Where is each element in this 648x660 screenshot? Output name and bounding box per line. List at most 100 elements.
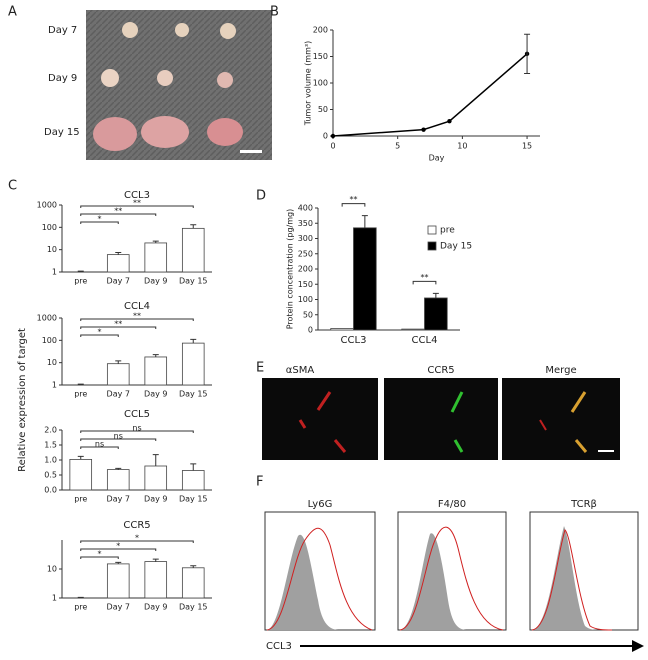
y-tick-label: 1	[52, 381, 57, 390]
stained-histogram	[399, 526, 504, 631]
significance-label: *	[98, 550, 102, 559]
marker	[447, 118, 452, 124]
y-tick-label: 150	[313, 52, 328, 61]
y-tick-label: 1.0	[44, 456, 57, 465]
y-tick-label: 150	[298, 280, 313, 289]
bar	[144, 242, 168, 273]
y-tick-label: 1	[52, 594, 57, 603]
bar	[106, 563, 130, 599]
y-tick-label: 0	[308, 326, 313, 335]
tumor	[122, 22, 138, 38]
control-histogram	[267, 534, 340, 630]
chart-title: CCR5	[123, 520, 150, 531]
significance-label: **	[350, 195, 358, 204]
error-bar	[432, 292, 439, 298]
panel-letter: E	[256, 361, 264, 376]
stained-histogram	[531, 529, 613, 631]
stained-histogram	[266, 527, 373, 631]
bar	[181, 342, 205, 386]
error-bar	[115, 360, 122, 364]
bar	[106, 469, 130, 491]
error-bar	[115, 251, 122, 255]
significance-label: **	[133, 312, 141, 321]
marker	[421, 127, 426, 132]
significance-bracket	[80, 221, 119, 224]
significance-bracket	[80, 213, 157, 216]
panel-letter: D	[256, 189, 266, 204]
significance-label: *	[135, 534, 139, 543]
x-tick-label: CCL4	[412, 335, 438, 346]
significance-bracket	[80, 438, 157, 441]
control-histogram	[532, 526, 600, 630]
x-axis-label: CCL3	[266, 641, 292, 652]
legend-label: pre	[440, 226, 455, 236]
y-tick-label: 2.0	[44, 426, 57, 435]
bar	[181, 470, 205, 491]
y-tick-label: 50	[318, 105, 328, 114]
y-tick-label: 1.5	[44, 441, 57, 450]
y-tick-label: 200	[313, 26, 328, 35]
error-bar	[115, 561, 122, 564]
legend-swatch	[427, 225, 437, 235]
row-label: Day 15	[44, 127, 80, 138]
x-tick-label: Day 7	[107, 603, 130, 612]
y-axis-label: Tumor volume (mm³)	[304, 41, 313, 126]
y-tick-label: 1	[52, 268, 57, 277]
bar	[144, 465, 168, 491]
panel-letter: F	[256, 475, 263, 490]
plot-label: F4/80	[438, 499, 466, 510]
chart-title: CCL4	[124, 301, 150, 312]
plot-label: TCRβ	[570, 499, 597, 510]
legend-label: Day 15	[440, 242, 472, 252]
y-tick-label: 100	[313, 79, 328, 88]
tumor	[207, 118, 243, 146]
x-tick-label: 5	[395, 142, 400, 151]
legend-swatch	[427, 241, 437, 251]
bar	[424, 297, 448, 331]
bar	[330, 328, 354, 331]
stain	[298, 391, 347, 453]
significance-label: *	[98, 328, 102, 337]
y-tick-label: 300	[298, 234, 313, 243]
error-bar	[152, 454, 159, 466]
tumor	[157, 70, 173, 86]
line	[332, 53, 528, 137]
y-tick-label: 400	[298, 204, 313, 213]
significance-label: **	[114, 207, 122, 216]
plot-label: Ly6G	[308, 499, 333, 510]
error-bar	[152, 558, 159, 562]
error-bar	[77, 455, 84, 460]
y-tick-label: 1000	[37, 201, 57, 210]
bar	[181, 227, 205, 273]
y-tick-label: 10	[47, 358, 57, 367]
row-label: Day 9	[48, 73, 77, 84]
significance-bracket	[80, 334, 119, 337]
x-tick-label: Day 7	[107, 277, 130, 286]
x-tick-label: Day 9	[144, 495, 167, 504]
row-label: Day 7	[48, 25, 77, 36]
x-tick-label: Day 9	[144, 390, 167, 399]
significance-label: *	[116, 542, 120, 551]
significance-bracket	[412, 280, 437, 285]
tumor	[220, 23, 236, 39]
x-tick-label: Day 9	[144, 603, 167, 612]
error-bar	[152, 354, 159, 357]
tumor	[101, 69, 119, 87]
x-tick-label: 0	[330, 142, 335, 151]
significance-bracket	[80, 540, 194, 543]
x-tick-label: CCL3	[341, 335, 367, 346]
stain	[570, 391, 588, 453]
significance-label: ns	[95, 440, 104, 449]
tumor	[217, 72, 233, 88]
bar	[144, 356, 168, 386]
y-tick-label: 100	[298, 295, 313, 304]
x-tick-label: 15	[522, 142, 532, 151]
significance-bracket	[80, 446, 119, 449]
error-bar	[190, 338, 197, 344]
y-tick-label: 0.5	[44, 471, 57, 480]
image	[502, 378, 620, 460]
tumor	[141, 116, 189, 148]
x-tick-label: Day 7	[107, 495, 130, 504]
x-axis-label: Day	[429, 154, 445, 163]
y-axis-label: Protein concentration (pg/mg)	[286, 209, 295, 330]
